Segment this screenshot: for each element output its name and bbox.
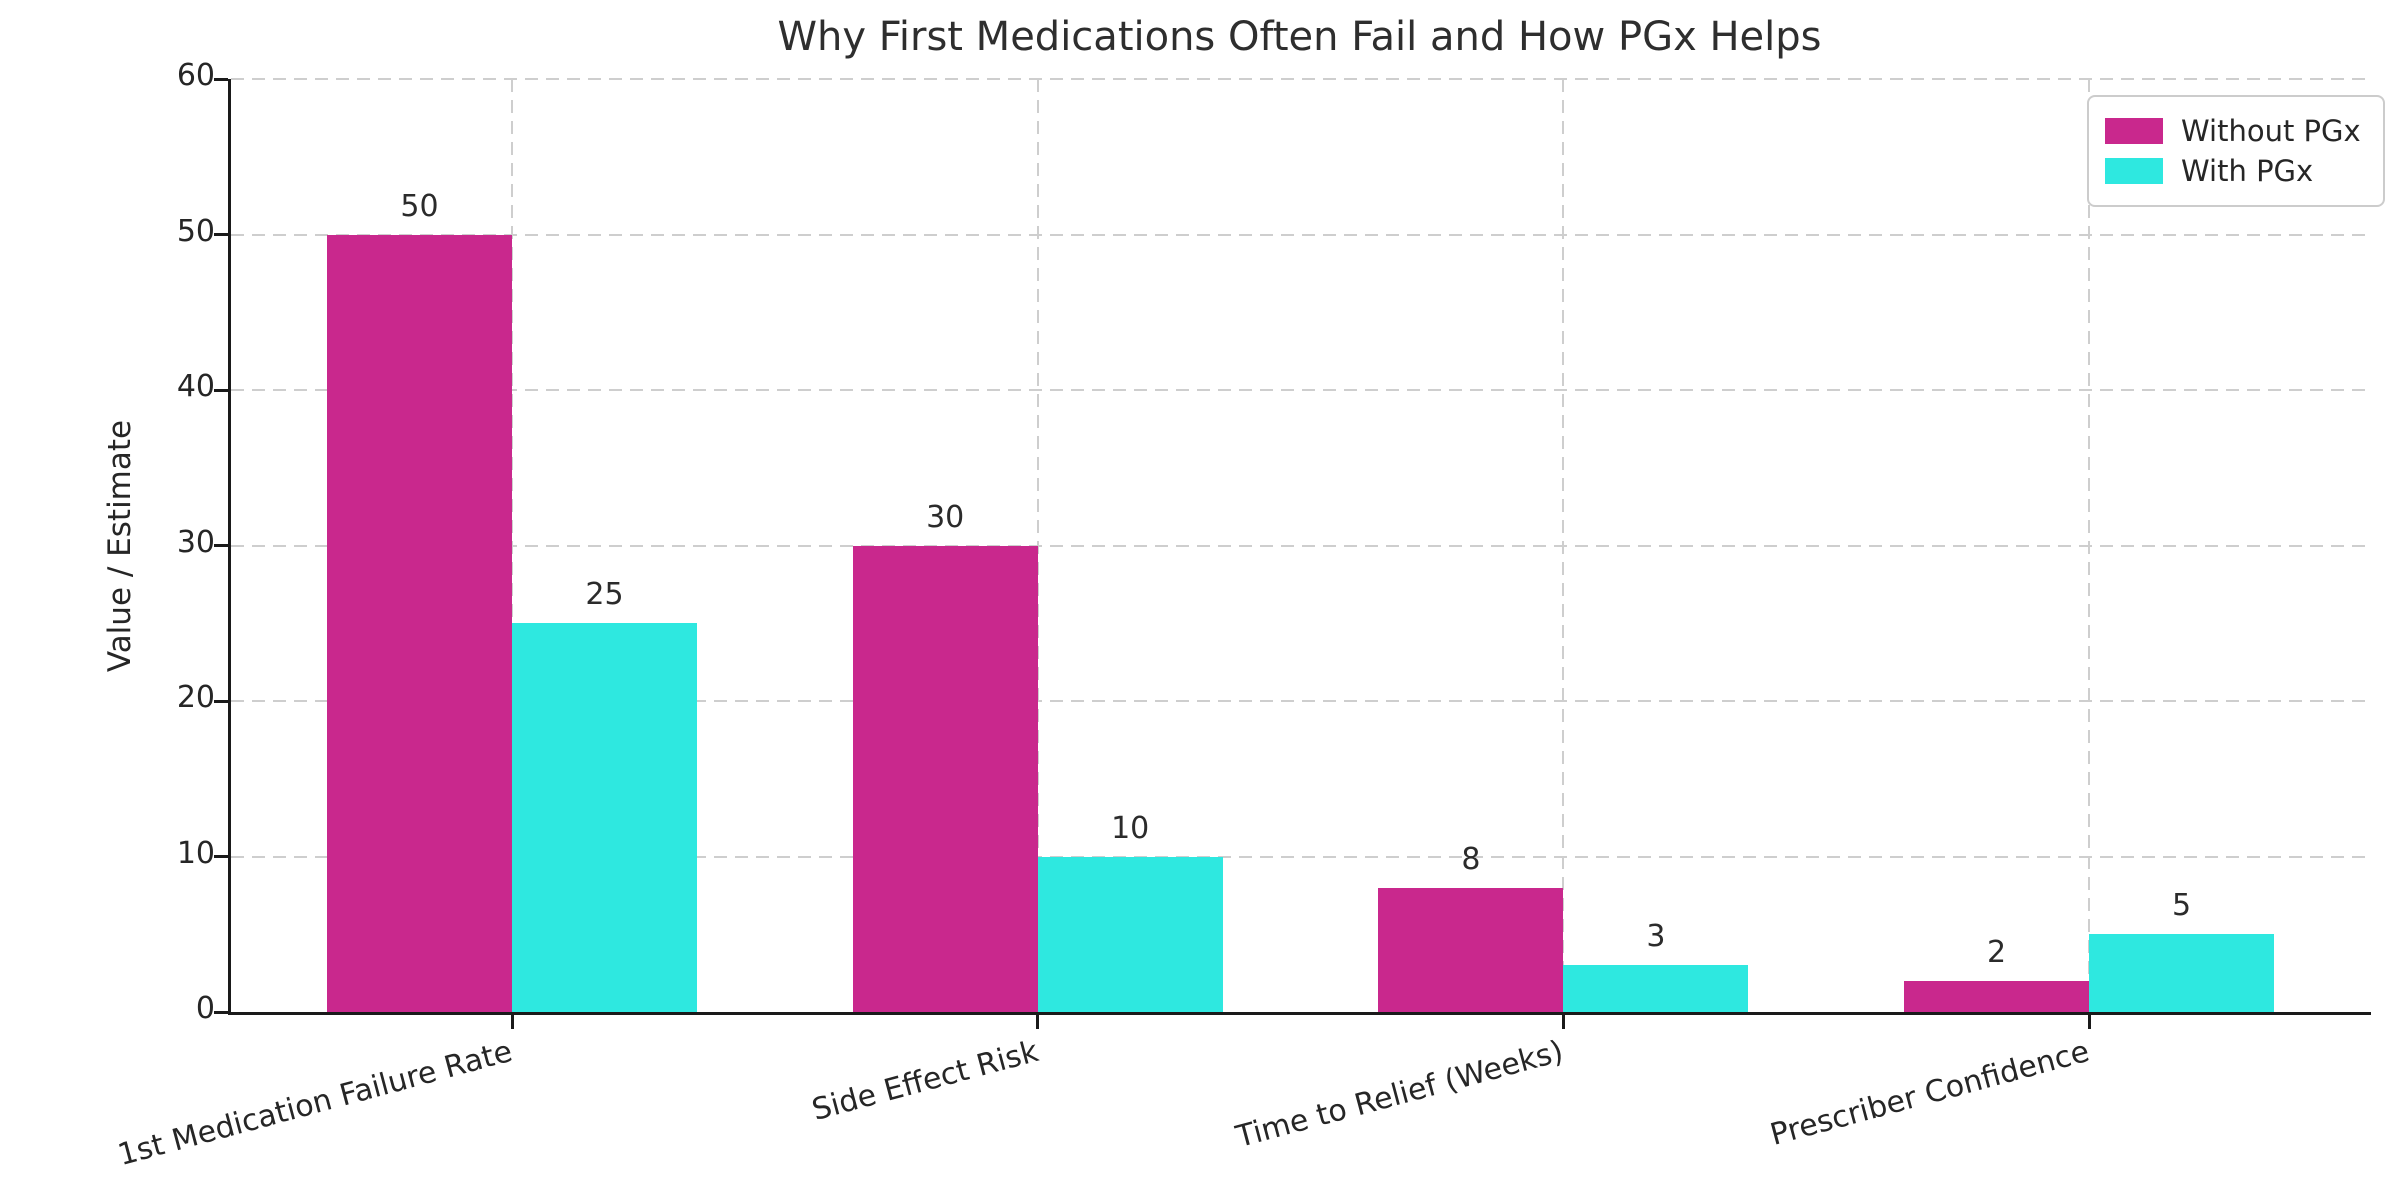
legend-item-with-pgx: With PGx [2105, 151, 2361, 191]
y-axis-spine [228, 79, 231, 1015]
chart-title: Why First Medications Often Fail and How… [777, 14, 1822, 60]
x-tick-label-time-to-relief-weeks: Time to Relief (Weeks) [1232, 1034, 1568, 1156]
legend-label-with-pgx: With PGx [2181, 154, 2314, 188]
x-tick [510, 1015, 514, 1029]
legend: Without PGx With PGx [2087, 95, 2385, 207]
y-tick [214, 233, 228, 236]
bar-without-pgx-0 [327, 234, 512, 1012]
bar-without-pgx-3 [1904, 980, 2090, 1012]
y-tick-label: 20 [176, 680, 215, 715]
x-tick [1036, 1015, 1040, 1029]
bar-value-label: 5 [2172, 888, 2192, 924]
bar-without-pgx-1 [852, 545, 1038, 1012]
legend-label-without-pgx: Without PGx [2181, 114, 2361, 148]
y-tick [214, 388, 228, 392]
x-tick [1561, 1015, 1565, 1029]
gridline-horizontal [231, 78, 2368, 80]
gridline-vertical [1562, 79, 1565, 1012]
x-tick-label-prescriber-confidence: Prescriber Confidence [1766, 1034, 2094, 1153]
bar-with-pgx-2 [1563, 965, 1749, 1012]
gridline-horizontal [231, 233, 2368, 236]
y-tick-label: 30 [176, 524, 215, 560]
bar-with-pgx-3 [2089, 934, 2275, 1012]
legend-swatch-without-pgx-icon [2105, 118, 2163, 144]
gridline-horizontal [231, 389, 2368, 391]
x-tick-label-side-effect-risk: Side Effect Risk [808, 1034, 1042, 1128]
gridline-horizontal [231, 700, 2368, 702]
legend-item-without-pgx: Without PGx [2105, 111, 2361, 151]
y-tick [214, 855, 228, 858]
x-tick-label-1st-medication-failure-rate: 1st Medication Failure Rate [114, 1034, 517, 1174]
gridline-vertical [2088, 79, 2091, 1012]
y-tick [214, 544, 228, 547]
bar-value-label: 8 [1461, 841, 1481, 877]
y-tick [214, 77, 228, 81]
y-tick [214, 1010, 228, 1014]
gridline-vertical [1036, 79, 1039, 1012]
gridline-horizontal [231, 544, 2368, 547]
x-tick [2087, 1015, 2091, 1029]
y-tick-label: 50 [176, 213, 215, 249]
bar-value-label: 3 [1646, 919, 1666, 955]
x-axis-spine [228, 1012, 2371, 1015]
bar-without-pgx-2 [1378, 887, 1564, 1012]
bar-value-label: 50 [400, 188, 439, 224]
y-tick-label: 10 [176, 835, 215, 871]
y-tick-label: 0 [195, 991, 215, 1026]
bar-value-label: 30 [926, 499, 965, 535]
y-tick [214, 699, 228, 703]
legend-swatch-with-pgx-icon [2105, 158, 2163, 184]
bar-value-label: 25 [585, 577, 624, 613]
y-tick-label: 40 [176, 369, 215, 404]
plot-area: 50 30 8 2 25 10 3 5 [231, 78, 2368, 1012]
bar-value-label: 2 [1987, 934, 2007, 970]
y-tick-label: 60 [176, 58, 215, 93]
bar-with-pgx-0 [512, 623, 697, 1012]
gridline-horizontal [231, 855, 2368, 858]
gridline-vertical [511, 79, 513, 1012]
bar-with-pgx-1 [1037, 856, 1223, 1012]
bar-value-label: 10 [1111, 810, 1150, 846]
